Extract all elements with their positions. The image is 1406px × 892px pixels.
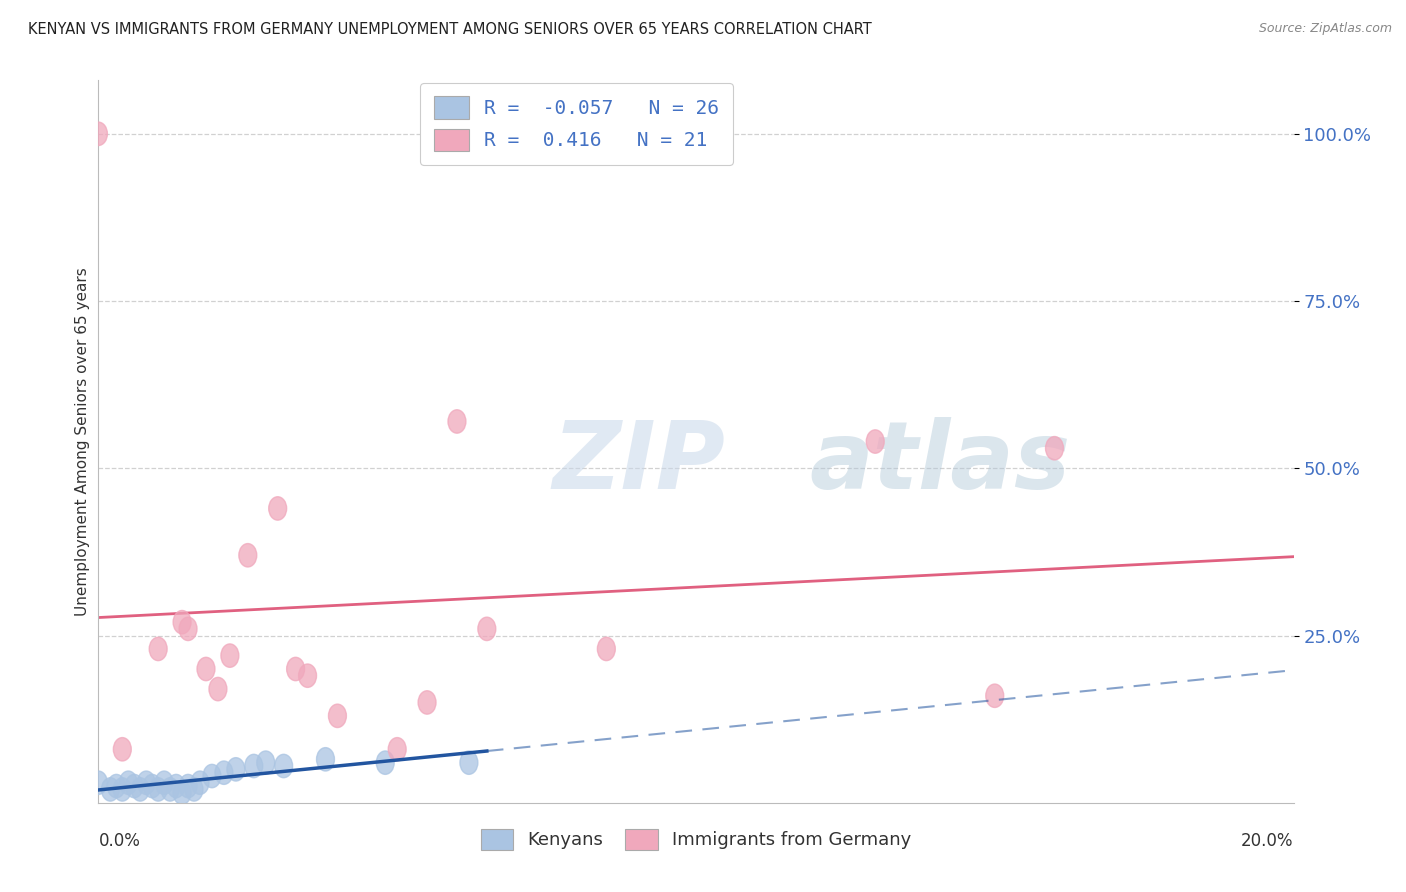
- Text: 20.0%: 20.0%: [1241, 831, 1294, 850]
- Text: atlas: atlas: [810, 417, 1071, 509]
- Text: KENYAN VS IMMIGRANTS FROM GERMANY UNEMPLOYMENT AMONG SENIORS OVER 65 YEARS CORRE: KENYAN VS IMMIGRANTS FROM GERMANY UNEMPL…: [28, 22, 872, 37]
- Text: Source: ZipAtlas.com: Source: ZipAtlas.com: [1258, 22, 1392, 36]
- Text: ZIP: ZIP: [553, 417, 725, 509]
- Legend: Kenyans, Immigrants from Germany: Kenyans, Immigrants from Germany: [471, 820, 921, 859]
- Y-axis label: Unemployment Among Seniors over 65 years: Unemployment Among Seniors over 65 years: [75, 268, 90, 615]
- Text: 0.0%: 0.0%: [98, 831, 141, 850]
